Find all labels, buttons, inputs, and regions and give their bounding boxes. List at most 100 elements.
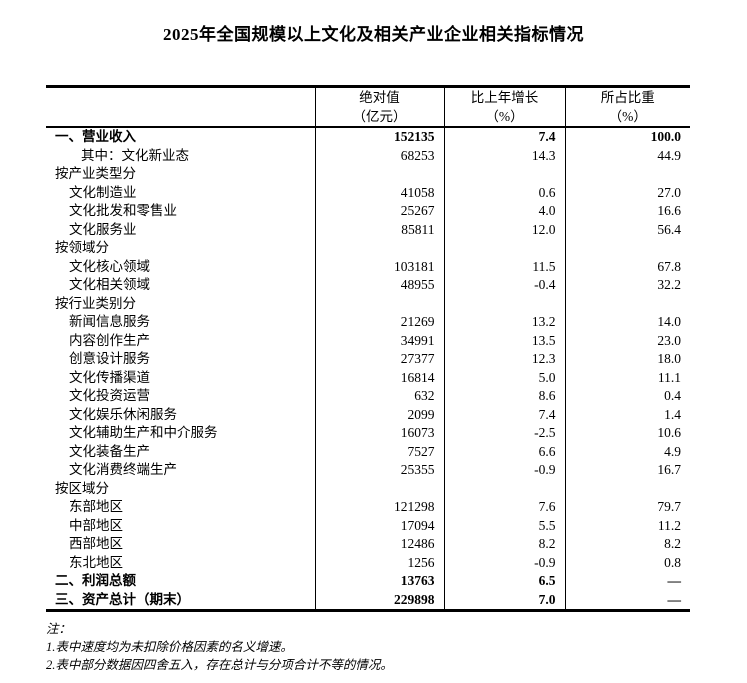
table-row: 文化服务业 85811 12.0 56.4 bbox=[46, 220, 690, 239]
header-cell-yoy-growth: 比上年增长 （%） bbox=[443, 86, 565, 128]
row-label: 文化服务业 bbox=[69, 221, 137, 237]
cell-abs: 16814 bbox=[314, 368, 444, 387]
cell-abs: 68253 bbox=[314, 146, 444, 165]
table-row: 文化娱乐休闲服务 2099 7.4 1.4 bbox=[46, 405, 690, 424]
cell-share: 1.4 bbox=[564, 405, 690, 424]
footnote-heading: 注： bbox=[46, 622, 72, 636]
table-row: 文化核心领域 103181 11.5 67.8 bbox=[46, 257, 690, 276]
table-row: 文化相关领域 48955 -0.4 32.2 bbox=[46, 276, 690, 295]
row-label: 文化批发和零售业 bbox=[69, 203, 177, 218]
cell-growth: 7.0 bbox=[443, 590, 565, 611]
row-label: 创意设计服务 bbox=[69, 351, 150, 366]
cell-share: 23.0 bbox=[564, 331, 690, 350]
cell-abs: 21269 bbox=[314, 313, 444, 332]
cell-share: 16.7 bbox=[564, 461, 690, 480]
cell-growth: 7.4 bbox=[443, 405, 565, 424]
header-cell-share: 所占比重 （%） bbox=[564, 86, 690, 128]
page-title: 2025年全国规模以上文化及相关产业企业相关指标情况 bbox=[163, 25, 584, 44]
header-line2 bbox=[46, 107, 315, 126]
cell-growth: 5.0 bbox=[443, 368, 565, 387]
cell-share: 11.2 bbox=[564, 516, 690, 535]
cell-abs: 121298 bbox=[314, 498, 444, 517]
table-row: 东北地区 1256 -0.9 0.8 bbox=[46, 553, 690, 572]
table-row: 文化投资运营 632 8.6 0.4 bbox=[46, 387, 690, 406]
cell-abs: 632 bbox=[314, 387, 444, 406]
cell-share: 27.0 bbox=[564, 183, 690, 202]
cell-growth bbox=[443, 294, 565, 313]
cell-growth: -0.9 bbox=[443, 461, 565, 480]
header-line2: （亿元） bbox=[352, 109, 407, 124]
cell-abs: 48955 bbox=[314, 276, 444, 295]
cell-growth: 6.5 bbox=[443, 572, 565, 591]
table-row: 东部地区 121298 7.6 79.7 bbox=[46, 498, 690, 517]
cell-share: 18.0 bbox=[564, 350, 690, 369]
cell-abs: 1256 bbox=[314, 553, 444, 572]
row-label: 按行业类别分 bbox=[55, 295, 136, 311]
cell-growth: 14.3 bbox=[443, 146, 565, 165]
row-label: 其中：文化新业态 bbox=[81, 147, 189, 163]
row-label: 东北地区 bbox=[69, 554, 123, 570]
row-label: 文化核心领域 bbox=[69, 258, 150, 274]
row-label: 按领域分 bbox=[55, 240, 109, 255]
cell-growth: 13.2 bbox=[443, 313, 565, 332]
cell-share: 8.2 bbox=[564, 535, 690, 554]
cell-share: 4.9 bbox=[564, 442, 690, 461]
cell-growth: 8.2 bbox=[443, 535, 565, 554]
cell-growth: 7.6 bbox=[443, 498, 565, 517]
cell-share: 79.7 bbox=[564, 498, 690, 517]
row-label: 文化娱乐休闲服务 bbox=[69, 406, 177, 422]
cell-abs: 2099 bbox=[314, 405, 444, 424]
cell-growth: 13.5 bbox=[443, 331, 565, 350]
table-row: 创意设计服务 27377 12.3 18.0 bbox=[46, 350, 690, 369]
cell-abs: 27377 bbox=[314, 350, 444, 369]
table-row: 一、营业收入 152135 7.4 100.0 bbox=[46, 127, 690, 147]
row-label: 二、利润总额 bbox=[55, 573, 136, 588]
row-label: 文化辅助生产和中介服务 bbox=[69, 425, 218, 440]
cell-abs: 12486 bbox=[314, 535, 444, 554]
table-row: 中部地区 17094 5.5 11.2 bbox=[46, 516, 690, 535]
row-label: 新闻信息服务 bbox=[69, 314, 150, 329]
cell-share: 10.6 bbox=[564, 424, 690, 443]
cell-abs: 25267 bbox=[314, 202, 444, 221]
row-label: 文化装备生产 bbox=[69, 443, 150, 459]
table-row: 文化消费终端生产 25355 -0.9 16.7 bbox=[46, 461, 690, 480]
header-line1 bbox=[46, 88, 315, 107]
cell-growth bbox=[443, 239, 565, 258]
cell-share bbox=[564, 294, 690, 313]
cell-abs: 229898 bbox=[314, 590, 444, 611]
cell-abs: 152135 bbox=[314, 127, 444, 147]
table-row: 二、利润总额 13763 6.5— bbox=[46, 572, 690, 591]
header-line1: 所占比重 bbox=[600, 90, 655, 105]
table-body: 一、营业收入 152135 7.4 100.0 其中：文化新业态 68253 14.3 44.… bbox=[46, 127, 690, 611]
cell-growth: 5.5 bbox=[443, 516, 565, 535]
cell-abs: 25355 bbox=[314, 461, 444, 480]
row-label: 东部地区 bbox=[69, 499, 123, 514]
table-row: 文化传播渠道 16814 5.0 11.1 bbox=[46, 368, 690, 387]
cell-abs: 13763 bbox=[314, 572, 444, 591]
indicators-table: 绝对值 （亿元） 比上年增长 （%） 所占比重 （%） 一、营业收入 152135… bbox=[46, 85, 690, 612]
table-row: 按产业类型分 bbox=[46, 165, 690, 184]
cell-growth: -0.9 bbox=[443, 553, 565, 572]
cell-abs bbox=[314, 479, 444, 498]
table-row: 文化装备生产 7527 6.6 4.9 bbox=[46, 442, 690, 461]
table-row: 西部地区 12486 8.2 8.2 bbox=[46, 535, 690, 554]
cell-share bbox=[564, 479, 690, 498]
cell-share: 0.8 bbox=[564, 553, 690, 572]
cell-growth: 12.3 bbox=[443, 350, 565, 369]
cell-growth: -2.5 bbox=[443, 424, 565, 443]
row-label: 西部地区 bbox=[69, 536, 123, 551]
table-row: 按区域分 bbox=[46, 479, 690, 498]
cell-abs: 103181 bbox=[314, 257, 444, 276]
row-label: 一、营业收入 bbox=[55, 129, 136, 144]
cell-abs bbox=[314, 294, 444, 313]
cell-abs: 7527 bbox=[314, 442, 444, 461]
table-row: 文化辅助生产和中介服务 16073 -2.5 10.6 bbox=[46, 424, 690, 443]
cell-share: 0.4 bbox=[564, 387, 690, 406]
cell-growth: 12.0 bbox=[443, 220, 565, 239]
cell-growth: 8.6 bbox=[443, 387, 565, 406]
row-label: 内容创作生产 bbox=[69, 332, 150, 348]
cell-share: 56.4 bbox=[564, 220, 690, 239]
table-row: 文化批发和零售业 25267 4.0 16.6 bbox=[46, 202, 690, 221]
cell-growth bbox=[443, 479, 565, 498]
footnote-item: 2.表中部分数据因四舍五入，存在总计与分项合计不等的情况。 bbox=[46, 658, 393, 672]
